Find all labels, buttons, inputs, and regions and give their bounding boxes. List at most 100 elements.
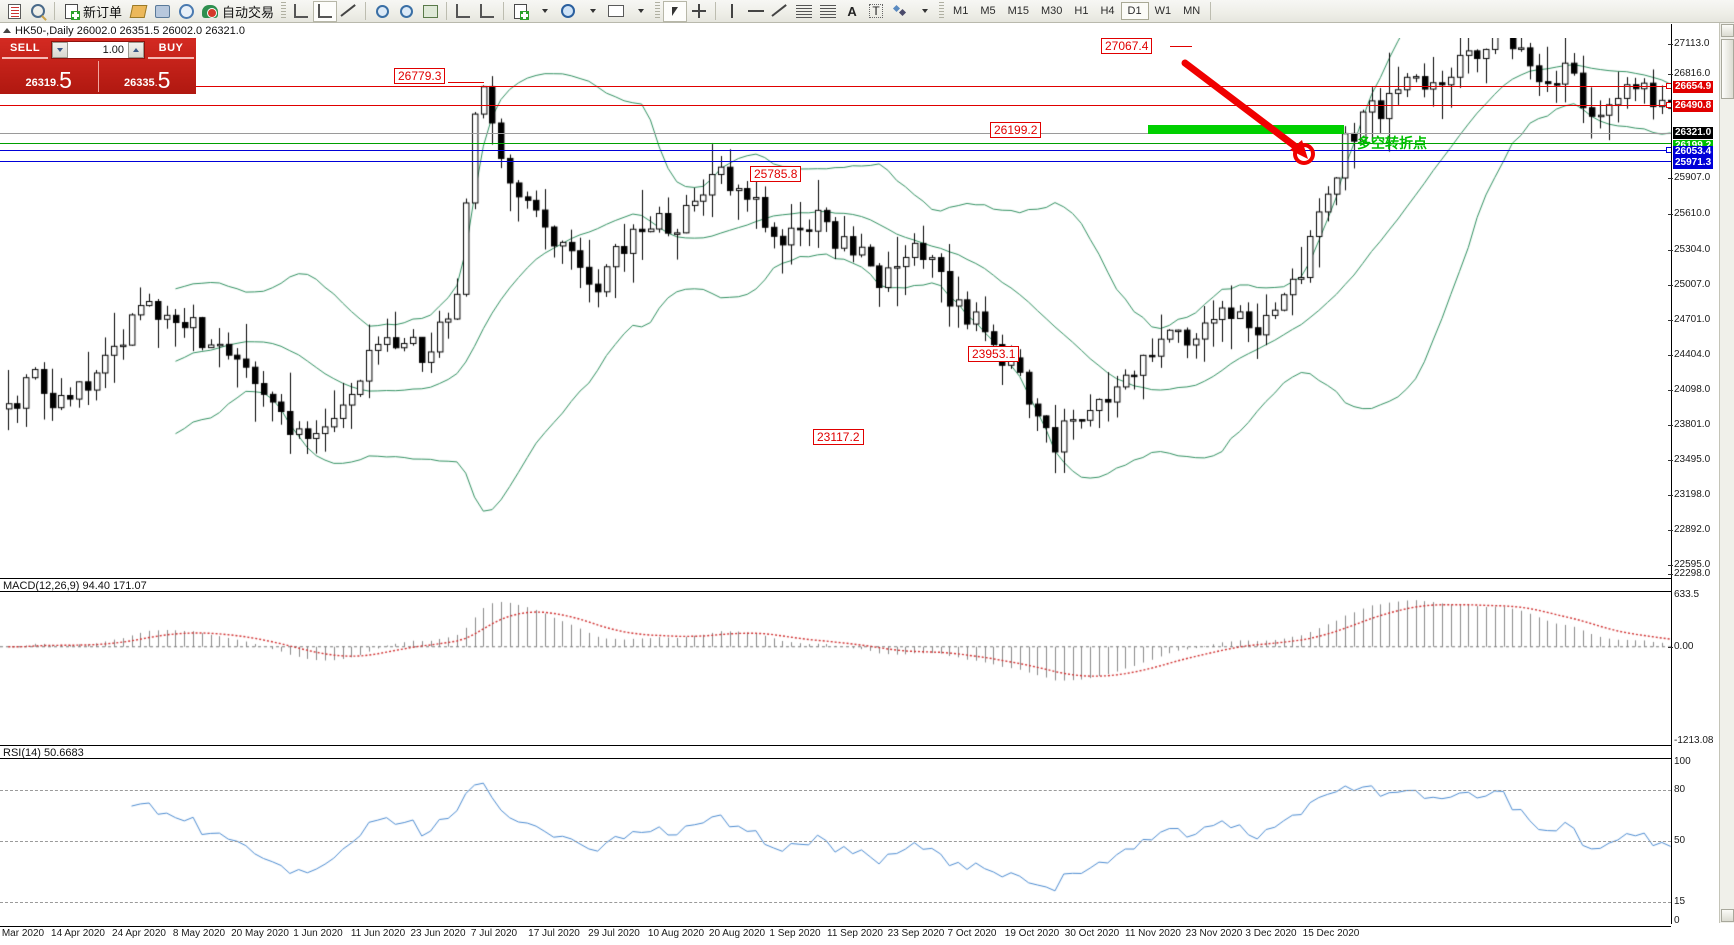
metaeditor-icon[interactable]: [126, 1, 150, 22]
scroll-up-button[interactable]: [1721, 24, 1734, 37]
auto-scroll-icon[interactable]: [451, 1, 475, 22]
zoom-out-icon[interactable]: [394, 1, 418, 22]
horizontal-line-icon[interactable]: [744, 1, 768, 22]
support-zone-highlight[interactable]: [1148, 125, 1344, 134]
date-label: 11 Jun 2020: [350, 928, 406, 939]
callout-25785[interactable]: 25785.8: [750, 166, 802, 182]
autotrading-icon[interactable]: [198, 1, 222, 22]
timeframe-w1[interactable]: W1: [1154, 5, 1172, 17]
toolbar-grip-2[interactable]: [655, 2, 661, 20]
cursor-icon[interactable]: [663, 0, 688, 22]
templates-icon[interactable]: [604, 1, 628, 22]
volume-stepper[interactable]: 1.00: [51, 41, 145, 59]
text-label-icon[interactable]: T: [864, 1, 888, 22]
callout-26779[interactable]: 26779.3: [394, 68, 446, 84]
timeframe-mn[interactable]: MN: [1183, 5, 1201, 17]
tick-mark: [1668, 425, 1673, 426]
trade-panel-top-row: SELL 1.00 BUY: [0, 38, 196, 60]
terminal-icon[interactable]: [2, 1, 26, 22]
price-chart-canvas[interactable]: [0, 38, 1671, 536]
date-label: 20 Aug 2020: [708, 928, 766, 939]
equidistant-channel-icon[interactable]: [792, 1, 816, 22]
rsi-tick-50: 50: [1674, 835, 1686, 846]
vertical-line-icon[interactable]: [720, 1, 744, 22]
new-order-icon[interactable]: [59, 1, 83, 22]
date-label: 3 Dec 2020: [1245, 928, 1297, 939]
buy-price[interactable]: 26335 . 5: [99, 60, 197, 94]
chart-shift-icon[interactable]: [475, 1, 499, 22]
tick-mark: [1668, 250, 1673, 251]
bar-chart-icon[interactable]: [289, 1, 313, 22]
date-label: 20 May 2020: [231, 928, 289, 939]
autotrading-label[interactable]: 自动交易: [222, 4, 275, 20]
text-icon[interactable]: A: [847, 3, 857, 19]
trendline-icon[interactable]: [768, 1, 792, 22]
sell-button[interactable]: SELL: [2, 42, 48, 59]
timeframe-m30[interactable]: M30: [1041, 5, 1063, 17]
callout-27067[interactable]: 27067.4: [1101, 38, 1153, 54]
resistance-line-26654[interactable]: [0, 86, 1671, 87]
support-line-26199[interactable]: [0, 143, 1671, 144]
objects-dropdown-icon[interactable]: [912, 1, 936, 22]
price-tag-26053[interactable]: 26053.4: [1673, 146, 1714, 158]
signals-icon[interactable]: [174, 1, 198, 22]
volume-increment-button[interactable]: [128, 42, 144, 58]
scrollbar-thumb[interactable]: [1721, 39, 1734, 99]
downtrend-arrow[interactable]: [1180, 58, 1325, 168]
trade-panel-divider: [97, 61, 99, 92]
macd-rsi-separator: [0, 745, 1671, 746]
data-window-icon[interactable]: [26, 1, 50, 22]
toolbar-grip[interactable]: [281, 2, 287, 20]
period-clock-icon[interactable]: [556, 1, 580, 22]
candlestick-chart-icon[interactable]: [313, 0, 338, 22]
templates-dropdown-icon[interactable]: [628, 1, 652, 22]
toolbar-grip-3[interactable]: [939, 2, 945, 20]
fibonacci-retracement-icon[interactable]: [816, 1, 840, 22]
price-tag-26654[interactable]: 26654.9: [1673, 81, 1714, 93]
tick-mark: [1668, 565, 1673, 566]
date-label: 17 Jul 2020: [528, 928, 580, 939]
new-order-label[interactable]: 新订单: [83, 4, 123, 20]
scroll-down-button[interactable]: [1721, 909, 1734, 922]
macd-tick-633: 633.5: [1674, 589, 1700, 600]
timeframe-h4[interactable]: H4: [1100, 5, 1115, 17]
buy-price-integer: 26335: [124, 77, 155, 89]
volume-input[interactable]: 1.00: [102, 44, 124, 56]
crosshair-icon[interactable]: [687, 1, 711, 22]
period-dropdown-icon[interactable]: [580, 1, 604, 22]
grid-icon[interactable]: [418, 1, 442, 22]
tick-mark: [1668, 214, 1673, 215]
volume-decrement-button[interactable]: [52, 42, 68, 58]
buy-button[interactable]: BUY: [148, 42, 194, 59]
callout-26199[interactable]: 26199.2: [990, 122, 1042, 138]
tick-mark: [1668, 647, 1673, 648]
rsi-level-15-line: [0, 902, 1671, 903]
resistance-line-26490[interactable]: [0, 105, 1671, 106]
support-line-26053[interactable]: [0, 150, 1671, 151]
timeframe-d1[interactable]: D1: [1120, 2, 1149, 20]
support-line-25971[interactable]: [0, 161, 1671, 162]
callout-23117[interactable]: 23117.2: [813, 429, 864, 445]
macd-chart-canvas[interactable]: [0, 593, 1671, 750]
rsi-tick-100: 100: [1674, 756, 1691, 767]
expert-advisors-icon[interactable]: [150, 1, 174, 22]
rsi-chart-canvas[interactable]: [0, 760, 1671, 928]
callout-23953[interactable]: 23953.1: [968, 346, 1020, 362]
timeframe-m5[interactable]: M5: [980, 5, 996, 17]
timeframe-m1[interactable]: M1: [953, 5, 969, 17]
sell-price[interactable]: 26319 . 5: [0, 60, 98, 94]
price-tag-25971[interactable]: 25971.3: [1673, 157, 1714, 169]
line-chart-icon[interactable]: [337, 1, 361, 22]
vertical-scrollbar[interactable]: [1719, 23, 1734, 923]
timeframe-h1[interactable]: H1: [1074, 5, 1089, 17]
one-click-trading-panel: SELL 1.00 BUY 26319 . 5 26335 . 5: [0, 38, 196, 94]
price-tag-current-26321[interactable]: 26321.0: [1673, 127, 1714, 139]
chart-expand-icon[interactable]: [3, 28, 11, 33]
trade-panel-prices: 26319 . 5 26335 . 5: [0, 60, 196, 94]
indicators-dropdown-icon[interactable]: [532, 1, 556, 22]
objects-list-icon[interactable]: [888, 1, 912, 22]
zoom-in-icon[interactable]: [370, 1, 394, 22]
indicators-icon[interactable]: [508, 1, 532, 22]
price-tag-26490[interactable]: 26490.8: [1673, 100, 1714, 112]
timeframe-m15[interactable]: M15: [1007, 5, 1029, 17]
